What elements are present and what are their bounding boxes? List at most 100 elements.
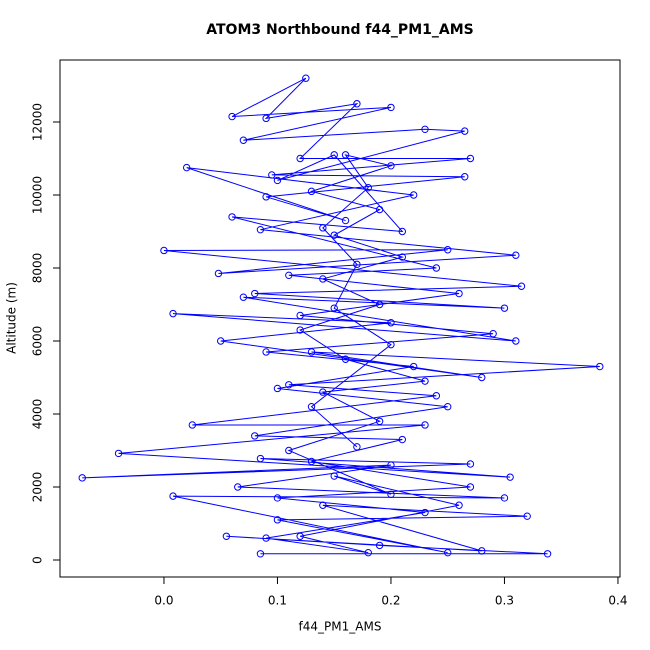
data-point — [285, 381, 293, 389]
data-point — [398, 253, 407, 261]
data-point — [302, 74, 310, 82]
data-point — [387, 162, 395, 170]
data-point — [169, 492, 177, 500]
data-point — [256, 550, 265, 558]
y-tick-label: 10000 — [31, 176, 45, 214]
data-point — [296, 154, 304, 163]
data-point — [78, 474, 86, 482]
data-line — [82, 77, 600, 555]
data-point — [285, 271, 293, 280]
data-point — [222, 532, 231, 540]
data-point — [387, 319, 395, 327]
data-point — [387, 103, 395, 112]
data-point — [319, 275, 327, 283]
data-point — [262, 193, 270, 201]
data-point — [375, 205, 384, 214]
data-point — [256, 454, 265, 463]
data-point — [268, 171, 276, 179]
data-point — [398, 435, 407, 444]
data-point — [251, 432, 259, 440]
data-point — [478, 373, 486, 382]
data-point — [489, 330, 497, 338]
data-point — [455, 289, 463, 298]
data-point — [296, 311, 304, 320]
data-point — [466, 460, 475, 468]
data-point — [432, 264, 441, 272]
data-point — [239, 136, 248, 144]
x-tick-label: 0.3 — [495, 594, 514, 608]
data-point — [307, 457, 316, 466]
data-point — [228, 213, 236, 221]
y-tick-label: 0 — [31, 556, 45, 564]
data-point — [234, 483, 242, 491]
data-point — [160, 246, 168, 255]
data-point — [319, 224, 327, 232]
x-axis-label: f44_PM1_AMS — [299, 620, 382, 634]
data-point — [262, 348, 270, 356]
data-point — [455, 501, 463, 509]
data-point — [341, 355, 350, 363]
data-point — [596, 362, 604, 371]
data-point — [273, 494, 282, 502]
data-point — [500, 304, 509, 312]
data-point — [239, 293, 248, 301]
data-point — [517, 282, 526, 290]
y-tick-label: 12000 — [31, 103, 45, 141]
data-point — [375, 417, 384, 425]
data-point — [432, 392, 441, 400]
x-tick-label: 0.0 — [154, 594, 173, 608]
data-point — [387, 490, 395, 498]
data-point — [353, 100, 361, 108]
data-point — [182, 163, 191, 172]
data-point — [421, 125, 429, 134]
data-point — [478, 547, 486, 555]
data-point — [330, 472, 338, 480]
x-tick-label: 0.4 — [608, 594, 627, 608]
y-tick-label: 6000 — [31, 326, 45, 357]
data-point — [330, 151, 338, 159]
data-point — [273, 516, 282, 524]
data-point — [387, 340, 395, 349]
x-tick-label: 0.2 — [381, 594, 400, 608]
data-point — [409, 191, 418, 199]
data-point — [214, 269, 223, 278]
data-point — [169, 309, 177, 318]
data-point — [461, 173, 469, 181]
data-point — [421, 421, 429, 429]
data-point — [409, 362, 418, 371]
data-point — [364, 184, 372, 192]
data-point — [114, 449, 123, 458]
data-point — [375, 541, 384, 550]
data-point — [444, 548, 452, 557]
data-point — [307, 348, 316, 356]
data-point — [330, 304, 338, 312]
data-point — [387, 461, 395, 469]
data-point — [523, 512, 531, 520]
data-point — [296, 532, 304, 540]
data-point — [273, 384, 282, 393]
data-point — [543, 550, 552, 558]
data-point — [466, 483, 475, 491]
y-tick-label: 8000 — [31, 253, 45, 284]
data-point — [341, 151, 350, 159]
x-tick-label: 0.1 — [268, 594, 287, 608]
data-point — [228, 112, 236, 121]
data-point — [398, 227, 407, 236]
data-point — [506, 473, 514, 481]
data-point — [251, 289, 259, 298]
data-point — [319, 388, 327, 396]
data-point — [364, 548, 372, 557]
data-point — [353, 260, 361, 269]
y-axis-label: Altitude (m) — [5, 282, 19, 354]
data-point — [307, 187, 316, 196]
data-point — [500, 494, 509, 502]
data-point — [188, 421, 197, 429]
data-point — [512, 337, 520, 345]
data-point — [296, 326, 304, 334]
data-point — [421, 508, 429, 517]
data-point — [375, 300, 384, 309]
data-point — [444, 246, 452, 254]
data-point — [444, 402, 452, 411]
